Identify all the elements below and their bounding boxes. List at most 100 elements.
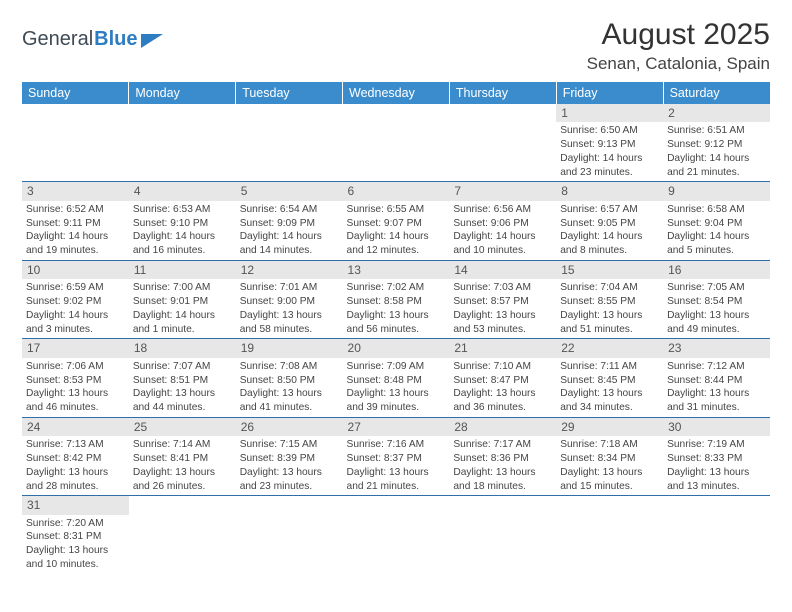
daylight-text: Daylight: 14 hours and 12 minutes. [347, 230, 446, 258]
calendar-cell: 11Sunrise: 7:00 AMSunset: 9:01 PMDayligh… [129, 260, 236, 338]
day-number: 20 [343, 339, 450, 357]
title-block: August 2025 Senan, Catalonia, Spain [587, 18, 770, 74]
sunset-text: Sunset: 9:13 PM [560, 138, 659, 152]
sunrise-text: Sunrise: 7:12 AM [667, 360, 766, 374]
calendar-cell: 10Sunrise: 6:59 AMSunset: 9:02 PMDayligh… [22, 260, 129, 338]
cell-body: Sunrise: 7:05 AMSunset: 8:54 PMDaylight:… [663, 279, 770, 338]
daylight-text: Daylight: 13 hours and 41 minutes. [240, 387, 339, 415]
sunrise-text: Sunrise: 7:10 AM [453, 360, 552, 374]
calendar-row: 31Sunrise: 7:20 AMSunset: 8:31 PMDayligh… [22, 496, 770, 574]
sunset-text: Sunset: 9:10 PM [133, 217, 232, 231]
sunset-text: Sunset: 8:34 PM [560, 452, 659, 466]
daylight-text: Daylight: 13 hours and 58 minutes. [240, 309, 339, 337]
daylight-text: Daylight: 13 hours and 10 minutes. [26, 544, 125, 572]
day-number: 24 [22, 418, 129, 436]
day-header: Tuesday [236, 82, 343, 104]
day-number: 13 [343, 261, 450, 279]
sunset-text: Sunset: 9:06 PM [453, 217, 552, 231]
cell-body: Sunrise: 7:03 AMSunset: 8:57 PMDaylight:… [449, 279, 556, 338]
sunset-text: Sunset: 8:36 PM [453, 452, 552, 466]
daylight-text: Daylight: 13 hours and 44 minutes. [133, 387, 232, 415]
calendar-cell [343, 104, 450, 182]
calendar-cell [129, 496, 236, 574]
calendar-cell: 17Sunrise: 7:06 AMSunset: 8:53 PMDayligh… [22, 339, 129, 417]
calendar-cell: 25Sunrise: 7:14 AMSunset: 8:41 PMDayligh… [129, 417, 236, 495]
cell-body: Sunrise: 7:16 AMSunset: 8:37 PMDaylight:… [343, 436, 450, 495]
sunset-text: Sunset: 9:11 PM [26, 217, 125, 231]
day-number: 14 [449, 261, 556, 279]
flag-icon [141, 32, 163, 48]
day-number: 22 [556, 339, 663, 357]
sunset-text: Sunset: 8:44 PM [667, 374, 766, 388]
daylight-text: Daylight: 14 hours and 1 minute. [133, 309, 232, 337]
header: GeneralBlue August 2025 Senan, Catalonia… [22, 18, 770, 74]
day-number: 27 [343, 418, 450, 436]
sunrise-text: Sunrise: 7:11 AM [560, 360, 659, 374]
sunset-text: Sunset: 9:05 PM [560, 217, 659, 231]
sunset-text: Sunset: 8:33 PM [667, 452, 766, 466]
daylight-text: Daylight: 14 hours and 16 minutes. [133, 230, 232, 258]
daylight-text: Daylight: 13 hours and 51 minutes. [560, 309, 659, 337]
sunrise-text: Sunrise: 7:01 AM [240, 281, 339, 295]
day-number: 23 [663, 339, 770, 357]
calendar-cell [22, 104, 129, 182]
cell-body: Sunrise: 6:50 AMSunset: 9:13 PMDaylight:… [556, 122, 663, 181]
sunset-text: Sunset: 8:57 PM [453, 295, 552, 309]
sunset-text: Sunset: 9:12 PM [667, 138, 766, 152]
day-header: Saturday [663, 82, 770, 104]
sunrise-text: Sunrise: 7:08 AM [240, 360, 339, 374]
brand-word1: General [22, 28, 93, 51]
calendar-cell: 30Sunrise: 7:19 AMSunset: 8:33 PMDayligh… [663, 417, 770, 495]
sunrise-text: Sunrise: 6:53 AM [133, 203, 232, 217]
cell-body: Sunrise: 7:06 AMSunset: 8:53 PMDaylight:… [22, 358, 129, 417]
sunrise-text: Sunrise: 6:58 AM [667, 203, 766, 217]
daylight-text: Daylight: 14 hours and 10 minutes. [453, 230, 552, 258]
day-number: 28 [449, 418, 556, 436]
daylight-text: Daylight: 13 hours and 49 minutes. [667, 309, 766, 337]
sunrise-text: Sunrise: 7:15 AM [240, 438, 339, 452]
calendar-cell: 7Sunrise: 6:56 AMSunset: 9:06 PMDaylight… [449, 182, 556, 260]
cell-body: Sunrise: 7:19 AMSunset: 8:33 PMDaylight:… [663, 436, 770, 495]
day-number: 11 [129, 261, 236, 279]
day-number: 26 [236, 418, 343, 436]
calendar-cell: 24Sunrise: 7:13 AMSunset: 8:42 PMDayligh… [22, 417, 129, 495]
day-number: 17 [22, 339, 129, 357]
day-number: 16 [663, 261, 770, 279]
daylight-text: Daylight: 14 hours and 14 minutes. [240, 230, 339, 258]
daylight-text: Daylight: 13 hours and 13 minutes. [667, 466, 766, 494]
sunrise-text: Sunrise: 7:04 AM [560, 281, 659, 295]
calendar-cell: 15Sunrise: 7:04 AMSunset: 8:55 PMDayligh… [556, 260, 663, 338]
calendar-body: 1Sunrise: 6:50 AMSunset: 9:13 PMDaylight… [22, 104, 770, 574]
month-title: August 2025 [587, 18, 770, 52]
calendar-cell: 29Sunrise: 7:18 AMSunset: 8:34 PMDayligh… [556, 417, 663, 495]
calendar-cell [663, 496, 770, 574]
sunrise-text: Sunrise: 7:06 AM [26, 360, 125, 374]
day-number: 9 [663, 182, 770, 200]
calendar-cell: 3Sunrise: 6:52 AMSunset: 9:11 PMDaylight… [22, 182, 129, 260]
calendar-cell [343, 496, 450, 574]
sunset-text: Sunset: 8:42 PM [26, 452, 125, 466]
calendar-cell: 22Sunrise: 7:11 AMSunset: 8:45 PMDayligh… [556, 339, 663, 417]
day-number: 2 [663, 104, 770, 122]
calendar-row: 3Sunrise: 6:52 AMSunset: 9:11 PMDaylight… [22, 182, 770, 260]
sunset-text: Sunset: 8:41 PM [133, 452, 232, 466]
sunrise-text: Sunrise: 6:56 AM [453, 203, 552, 217]
sunset-text: Sunset: 9:09 PM [240, 217, 339, 231]
daylight-text: Daylight: 13 hours and 18 minutes. [453, 466, 552, 494]
sunset-text: Sunset: 8:48 PM [347, 374, 446, 388]
sunrise-text: Sunrise: 6:54 AM [240, 203, 339, 217]
sunset-text: Sunset: 8:54 PM [667, 295, 766, 309]
sunset-text: Sunset: 8:53 PM [26, 374, 125, 388]
location: Senan, Catalonia, Spain [587, 54, 770, 74]
cell-body: Sunrise: 6:52 AMSunset: 9:11 PMDaylight:… [22, 201, 129, 260]
cell-body: Sunrise: 6:57 AMSunset: 9:05 PMDaylight:… [556, 201, 663, 260]
day-number: 1 [556, 104, 663, 122]
daylight-text: Daylight: 14 hours and 8 minutes. [560, 230, 659, 258]
calendar-cell: 12Sunrise: 7:01 AMSunset: 9:00 PMDayligh… [236, 260, 343, 338]
cell-body: Sunrise: 7:07 AMSunset: 8:51 PMDaylight:… [129, 358, 236, 417]
sunrise-text: Sunrise: 7:16 AM [347, 438, 446, 452]
cell-body: Sunrise: 6:55 AMSunset: 9:07 PMDaylight:… [343, 201, 450, 260]
calendar-row: 24Sunrise: 7:13 AMSunset: 8:42 PMDayligh… [22, 417, 770, 495]
day-header: Monday [129, 82, 236, 104]
calendar-cell: 1Sunrise: 6:50 AMSunset: 9:13 PMDaylight… [556, 104, 663, 182]
